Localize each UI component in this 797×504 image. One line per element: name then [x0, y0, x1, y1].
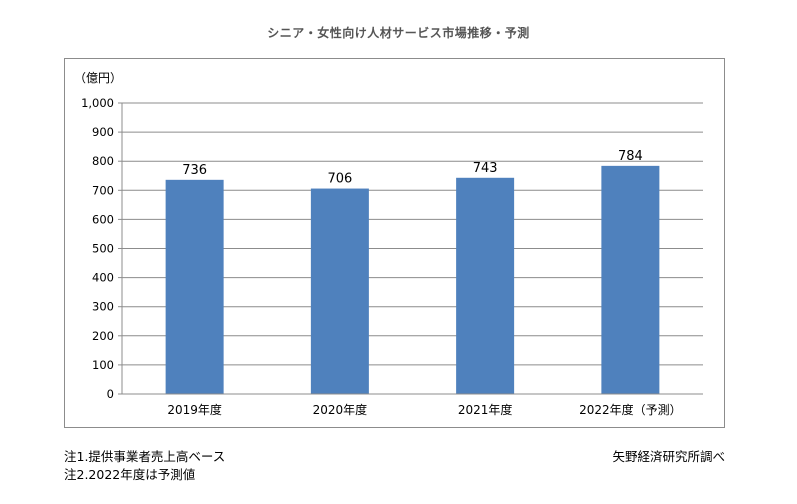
data-labels: 736 706 743 784 [182, 149, 643, 187]
y-axis-unit-label: （億円） [74, 71, 122, 85]
y-tick-label: 700 [92, 183, 114, 197]
footnote-1: 注1.提供事業者売上高ベース [64, 449, 226, 464]
chart-title: シニア・女性向け人材サービス市場推移・予測 [267, 26, 530, 40]
data-label: 736 [182, 163, 207, 178]
y-tick-label: 800 [92, 154, 114, 168]
y-tick-label: 200 [92, 329, 114, 343]
y-tick-label: 400 [92, 271, 114, 285]
y-tick-label: 900 [92, 125, 114, 139]
x-tick-label: 2022年度（予測） [579, 402, 682, 417]
x-tick-label: 2020年度 [313, 402, 368, 417]
source-credit: 矢野経済研究所調べ [612, 449, 725, 464]
y-tick-label: 1,000 [81, 96, 114, 110]
y-tick-label: 100 [92, 358, 114, 372]
bar [310, 188, 369, 394]
x-tick-label: 2019年度 [167, 402, 222, 417]
y-tick-label: 600 [92, 212, 114, 226]
y-axis-ticks: 0 100 200 300 400 500 600 700 800 900 1,000 [81, 96, 123, 401]
footnote-2: 注2.2022年度は予測値 [64, 467, 196, 482]
data-label: 784 [618, 149, 643, 164]
x-axis-ticks: 2019年度 2020年度 2021年度 2022年度（予測） [122, 393, 703, 417]
data-label: 706 [327, 172, 352, 187]
bars [165, 165, 660, 394]
bar [456, 177, 515, 394]
bar [601, 165, 660, 394]
chart-frame [64, 58, 725, 428]
bar [165, 179, 224, 394]
y-tick-label: 500 [92, 242, 114, 256]
y-tick-label: 300 [92, 300, 114, 314]
y-tick-label: 0 [107, 387, 114, 401]
x-tick-label: 2021年度 [458, 402, 513, 417]
data-label: 743 [473, 161, 498, 176]
